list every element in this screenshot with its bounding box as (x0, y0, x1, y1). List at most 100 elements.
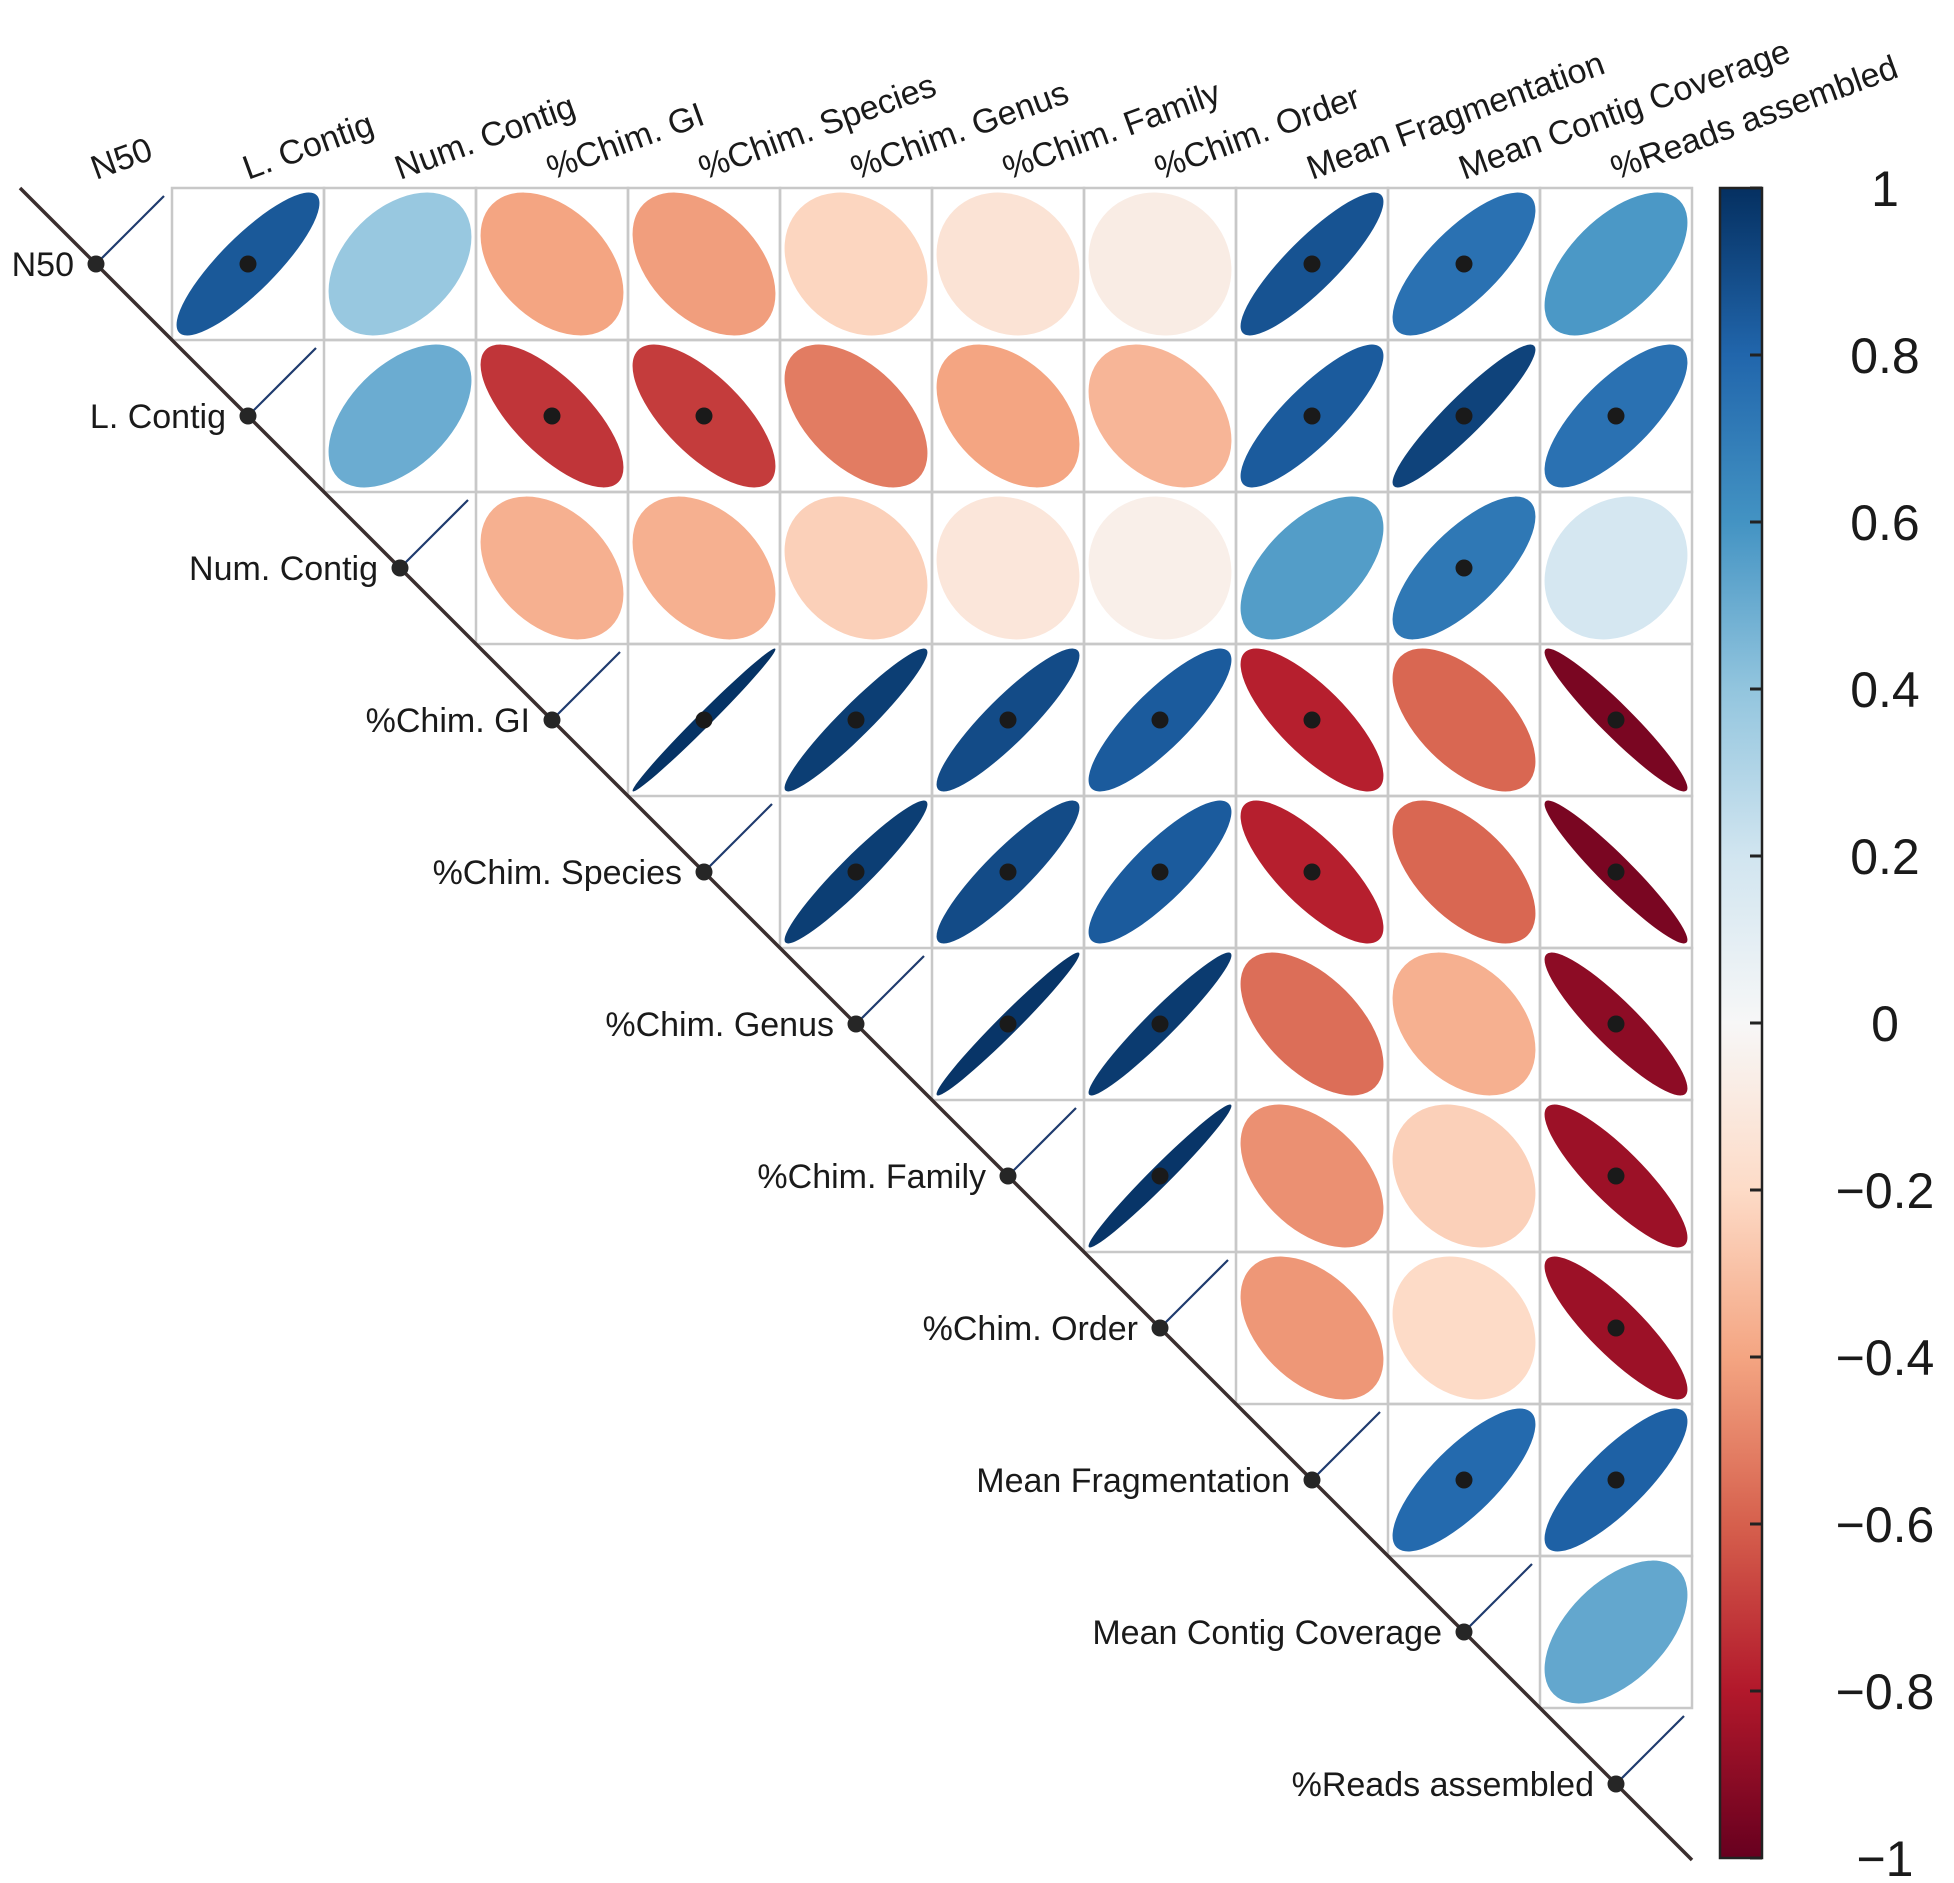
corr-cell-pct-chim-family-pct-reads-assembled (1544, 1104, 1688, 1248)
significance-dot (999, 711, 1017, 729)
color-scale-tick-label: −0.4 (1836, 1330, 1935, 1386)
diagonal-point-pct-chim-order (1151, 1319, 1169, 1337)
significance-dot (543, 407, 561, 425)
corr-cell-n50-pct-chim-species (632, 192, 776, 336)
corr-ellipse (632, 192, 776, 336)
corr-cell-l-contig-pct-chim-gi (480, 344, 624, 488)
matrix-cells (87, 192, 1688, 1793)
significance-dot (999, 1015, 1017, 1033)
row-label-pct-chim-gi: %Chim. GI (366, 702, 530, 740)
corr-ellipse (1240, 1104, 1384, 1248)
color-scale-tick-label: 0 (1871, 996, 1899, 1052)
corr-cell-pct-chim-gi-pct-chim-genus (784, 648, 928, 792)
corr-cell-n50-pct-reads-assembled (1544, 192, 1688, 336)
corr-cell-n50-mean-contig-coverage (1392, 192, 1536, 336)
corr-ellipse (936, 496, 1080, 640)
corr-cell-l-contig-pct-reads-assembled (1544, 344, 1688, 488)
corr-ellipse (480, 192, 624, 336)
diagonal-point-mean-contig-coverage (1455, 1623, 1473, 1641)
diagonal-cell-line-pct-chim-species (703, 803, 773, 873)
color-scale-tick-label: −0.6 (1836, 1497, 1935, 1553)
color-scale-tick-label: −0.2 (1836, 1163, 1935, 1219)
corr-cell-n50-pct-chim-gi (480, 192, 624, 336)
corr-cell-num-contig-pct-chim-family (936, 496, 1080, 640)
corr-ellipse (784, 192, 928, 336)
color-scale-tick-label: 0.6 (1850, 495, 1920, 551)
corr-cell-l-contig-pct-chim-family (936, 344, 1080, 488)
significance-dot (1455, 255, 1473, 273)
color-scale-tick-label: −1 (1856, 1831, 1913, 1883)
corr-ellipse (480, 496, 624, 640)
significance-dot (1151, 711, 1169, 729)
corr-cell-l-contig-pct-chim-order (1088, 344, 1232, 488)
corr-cell-n50-mean-fragmentation (1240, 192, 1384, 336)
diagonal-cell-line-pct-chim-family (1007, 1107, 1077, 1177)
corr-cell-pct-chim-gi-mean-contig-coverage (1392, 648, 1536, 792)
corr-cell-num-contig-mean-fragmentation (1240, 496, 1384, 640)
row-label-pct-chim-species: %Chim. Species (433, 854, 682, 892)
color-scale-legend: 1 0.8 0.6 0.4 0.2 0 −0.2 −0.4 −0.6 −0.8 −1 (1718, 161, 1934, 1883)
corr-cell-pct-chim-genus-pct-reads-assembled (1544, 952, 1688, 1096)
corr-cell-l-contig-pct-chim-species (632, 344, 776, 488)
corr-cell-pct-chim-order-mean-contig-coverage (1392, 1256, 1536, 1400)
diagonal-cell-line-pct-chim-order (1159, 1259, 1229, 1329)
corr-cell-mean-contig-coverage-pct-reads-assembled (1544, 1560, 1688, 1704)
significance-dot (1303, 711, 1321, 729)
significance-dot (1607, 407, 1625, 425)
diagonal-point-pct-chim-gi (543, 711, 561, 729)
corr-cell-l-contig-mean-fragmentation (1240, 344, 1384, 488)
column-label-n50: N50 (86, 130, 158, 187)
corr-cell-pct-chim-order-mean-fragmentation (1240, 1256, 1384, 1400)
significance-dot (1303, 407, 1321, 425)
corr-ellipse (1240, 952, 1384, 1096)
corr-ellipse (1088, 344, 1232, 488)
row-label-mean-contig-coverage: Mean Contig Coverage (1092, 1614, 1442, 1652)
color-scale-tick-label: 0.4 (1850, 662, 1920, 718)
significance-dot (239, 255, 257, 273)
color-scale-tick-label: 0.8 (1850, 328, 1920, 384)
corr-cell-n50-num-contig (328, 192, 472, 336)
corr-cell-pct-chim-genus-mean-fragmentation (1240, 952, 1384, 1096)
corr-cell-pct-chim-species-pct-reads-assembled (1544, 800, 1688, 944)
color-scale-tick-label: 1 (1871, 161, 1899, 217)
corr-cell-pct-chim-genus-pct-chim-family (936, 952, 1080, 1096)
diagonal-point-mean-fragmentation (1303, 1471, 1321, 1489)
corr-cell-pct-chim-genus-mean-contig-coverage (1392, 952, 1536, 1096)
diagonal-point-pct-chim-family (999, 1167, 1017, 1185)
corr-cell-pct-chim-species-pct-chim-order (1088, 800, 1232, 944)
corr-cell-n50-pct-chim-family (936, 192, 1080, 336)
diagonal-cell-line-n50 (95, 195, 165, 265)
corr-cell-pct-chim-family-mean-contig-coverage (1392, 1104, 1536, 1248)
corr-cell-num-contig-mean-contig-coverage (1392, 496, 1536, 640)
significance-dot (1455, 407, 1473, 425)
corr-cell-pct-chim-genus-pct-chim-order (1088, 952, 1232, 1096)
significance-dot (1455, 1471, 1473, 1489)
grid-cell-9-10 (1538, 1554, 1694, 1710)
row-label-pct-chim-family: %Chim. Family (757, 1158, 986, 1196)
corr-ellipse (328, 344, 472, 488)
column-label-l-contig: L. Contig (238, 105, 379, 187)
corr-ellipse (1544, 192, 1688, 336)
diagonal-point-pct-chim-species (695, 863, 713, 881)
corr-ellipse (936, 344, 1080, 488)
significance-dot (1607, 1471, 1625, 1489)
corr-cell-n50-l-contig (176, 192, 320, 336)
significance-dot (999, 863, 1017, 881)
corr-cell-pct-chim-species-pct-chim-genus (784, 800, 928, 944)
corr-ellipse (1544, 496, 1688, 640)
color-scale-ticks: 1 0.8 0.6 0.4 0.2 0 −0.2 −0.4 −0.6 −0.8 −1 (1750, 161, 1934, 1883)
significance-dot (1455, 559, 1473, 577)
significance-dot (695, 407, 713, 425)
color-scale-tick-label: −0.8 (1836, 1664, 1935, 1720)
corr-cell-n50-pct-chim-genus (784, 192, 928, 336)
corr-cell-num-contig-pct-chim-species (632, 496, 776, 640)
significance-dot (1607, 863, 1625, 881)
corr-cell-pct-chim-species-mean-contig-coverage (1392, 800, 1536, 944)
corr-ellipse (1240, 496, 1384, 640)
diagonal-cell-line-mean-fragmentation (1311, 1411, 1381, 1481)
corr-cell-num-contig-pct-chim-order (1088, 496, 1232, 640)
row-label-mean-fragmentation: Mean Fragmentation (976, 1462, 1290, 1500)
corr-cell-pct-chim-order-pct-reads-assembled (1544, 1256, 1688, 1400)
row-label-l-contig: L. Contig (90, 398, 226, 436)
corr-ellipse (1392, 952, 1536, 1096)
